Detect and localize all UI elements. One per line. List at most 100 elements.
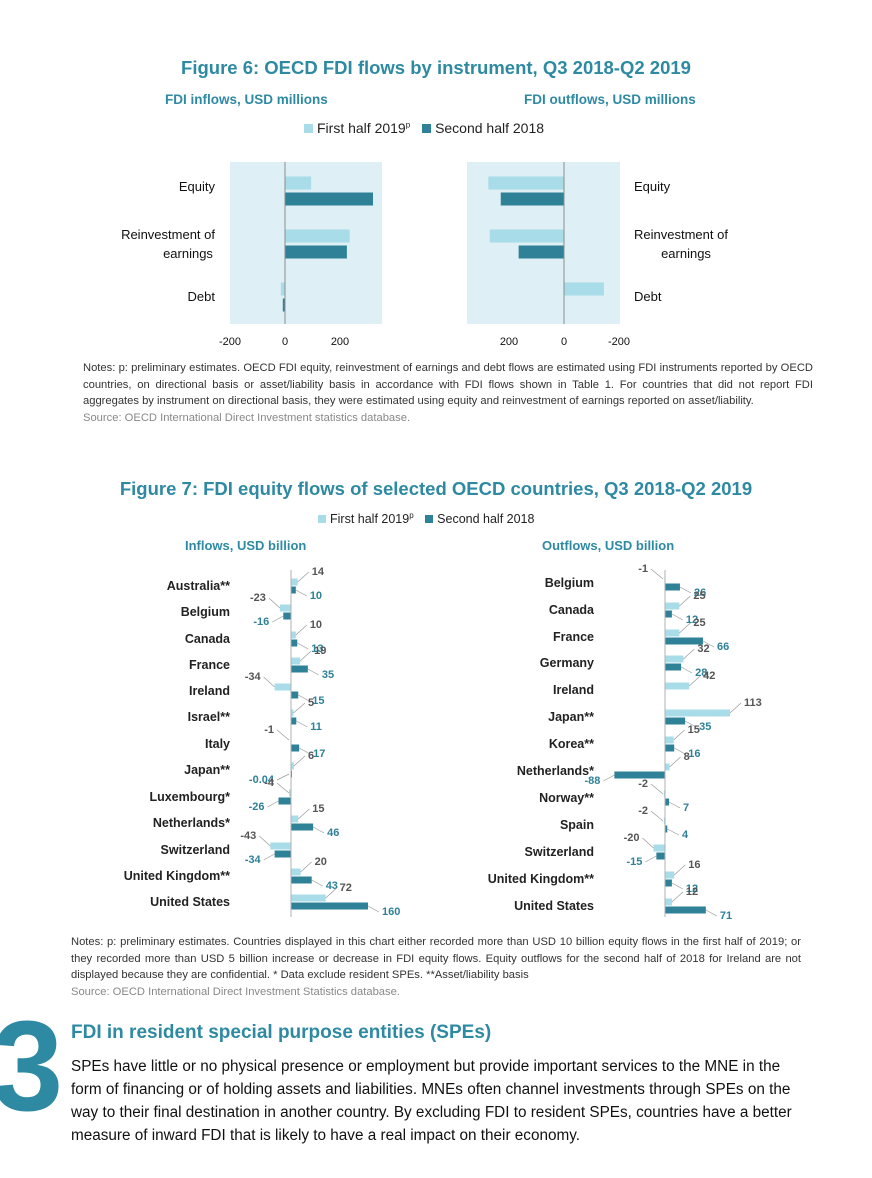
category-label-inflows-belgium: Belgium (181, 605, 230, 619)
bar-outflows-united-kingdom-first-half (665, 871, 675, 879)
bar-inflows-france-second-half (291, 665, 308, 673)
figure6-inflows-subtitle: FDI inflows, USD millions (165, 92, 328, 107)
figure7-outflows-subtitle: Outflows, USD billion (542, 538, 675, 553)
figure7-inflows-subtitle: Inflows, USD billion (185, 538, 307, 553)
data-label-outflows-france-second-half: 66 (717, 641, 729, 653)
data-label-leader-outflows (705, 909, 718, 917)
bar-inflows-equity-second-half (285, 192, 373, 206)
data-label-inflows-australia-first-half: 14 (312, 566, 325, 578)
data-label-outflows-ireland-first-half: 42 (703, 670, 715, 682)
data-label-outflows-norway-first-half: -2 (638, 778, 648, 790)
data-label-inflows-israel-second-half: 11 (310, 721, 322, 733)
legend-swatch-first-half (304, 123, 313, 133)
category-label-outflows-united-kingdom: United Kingdom** (488, 872, 594, 886)
data-label-leader-outflows (688, 675, 701, 687)
bar-outflows-switzerland-second-half (656, 852, 665, 860)
bar-outflows-equity-first-half (488, 176, 564, 190)
legend-swatch-second-half (425, 514, 434, 523)
bar-inflows-united-kingdom-second-half (291, 876, 312, 884)
category-label-outflows-ireland: Ireland (553, 683, 594, 697)
figure6-left-category-label: earnings (163, 246, 213, 261)
figure6-left-category-label: Debt (188, 289, 216, 304)
data-label-leader-outflows (667, 828, 680, 836)
category-label-outflows-germany: Germany (540, 656, 594, 670)
data-label-leader-inflows (276, 773, 290, 781)
data-label-leader-inflows (296, 720, 308, 728)
figure6-inflows-tick-label: -200 (219, 336, 241, 348)
data-label-outflows-norway-second-half: 7 (683, 802, 689, 814)
category-label-outflows-canada: Canada (549, 603, 595, 617)
bar-outflows-united-states-second-half (665, 906, 706, 914)
data-label-inflows-luxembourg-second-half: -26 (249, 801, 265, 813)
figure6-right-category-label: Debt (634, 289, 662, 304)
data-label-inflows-japan-first-half: 6 (308, 750, 314, 762)
legend-label-second-half: Second half 2018 (435, 120, 545, 136)
category-label-inflows-netherlands: Netherlands* (153, 816, 230, 830)
figure7-title: Figure 7: FDI equity flows of selected O… (119, 478, 753, 499)
bar-inflows-netherlands-first-half (291, 815, 299, 823)
data-label-inflows-france-first-half: 19 (314, 645, 326, 657)
category-label-outflows-united-states: United States (514, 899, 594, 913)
data-label-inflows-switzerland-first-half: -43 (240, 830, 256, 842)
data-label-outflows-japan-first-half: 113 (744, 697, 762, 709)
data-label-leader-inflows (311, 879, 323, 887)
data-label-leader-outflows (671, 613, 684, 621)
data-label-inflows-netherlands-second-half: 46 (327, 827, 339, 839)
legend-swatch-first-half (318, 514, 326, 523)
data-label-leader-outflows (679, 595, 691, 607)
data-label-outflows-netherlands-second-half: -88 (584, 775, 600, 787)
bar-inflows-australia-first-half (291, 578, 298, 586)
bar-outflows-germany-first-half (665, 655, 684, 663)
data-label-leader-inflows (295, 589, 307, 597)
data-label-outflows-switzerland-second-half: -15 (626, 856, 642, 868)
figure7-source: Source: OECD International Direct Invest… (71, 985, 400, 998)
data-label-inflows-canada-first-half: 10 (310, 619, 322, 631)
bar-inflows-reinvestment-of-earnings-first-half (285, 229, 350, 243)
figure7-legend: First half 2019p Second half 2018 (318, 511, 542, 526)
data-label-leader-outflows (668, 801, 681, 809)
legend-swatch-second-half (422, 123, 432, 133)
bar-outflows-canada-second-half (665, 610, 672, 618)
bar-inflows-switzerland-second-half (274, 850, 291, 858)
data-label-outflows-switzerland-first-half: -20 (624, 832, 640, 844)
data-label-leader-inflows (268, 597, 281, 609)
figure6-notes: Notes: p: preliminary estimates. OECD FD… (83, 360, 813, 426)
figure6-legend: First half 2019p Second half 2018 (304, 120, 552, 136)
bar-inflows-belgium-second-half (283, 612, 291, 620)
bar-inflows-luxembourg-second-half (278, 797, 291, 805)
figure6-outflows-tick-label: 200 (500, 336, 518, 348)
data-label-leader-inflows (367, 905, 380, 913)
bar-outflows-germany-second-half (665, 663, 682, 671)
legend-item-first-half: First half 2019p (318, 511, 414, 527)
data-label-outflows-germany-second-half: 28 (695, 667, 707, 679)
data-label-inflows-belgium-first-half: -23 (250, 592, 266, 604)
data-label-outflows-canada-first-half: 25 (693, 590, 705, 602)
bar-outflows-equity-second-half (500, 192, 564, 206)
data-label-leader-outflows (683, 648, 695, 660)
bar-outflows-reinvestment-of-earnings-second-half (518, 245, 564, 259)
figure6-left-category-label: Equity (179, 179, 216, 194)
legend-label-first-half: First half 2019 (330, 512, 410, 527)
data-label-leader-inflows (263, 853, 275, 861)
data-label-outflows-germany-first-half: 32 (697, 643, 709, 655)
bar-outflows-debt-first-half (564, 282, 604, 296)
data-label-leader-outflows (729, 702, 742, 714)
legend-label-second-half: Second half 2018 (437, 512, 535, 527)
data-label-outflows-spain-second-half: 4 (682, 829, 689, 841)
bar-outflows-switzerland-first-half (653, 844, 665, 852)
bar-outflows-canada-first-half (665, 602, 680, 610)
category-label-outflows-spain: Spain (560, 818, 594, 832)
bar-outflows-japan-first-half (665, 709, 730, 717)
data-label-outflows-france-first-half: 25 (693, 617, 705, 629)
data-label-outflows-belgium-first-half: -1 (638, 563, 648, 575)
figure6-right-category-label: earnings (661, 246, 711, 261)
data-label-leader-inflows (299, 747, 311, 755)
data-label-leader-outflows (684, 720, 697, 728)
section-number: 3 (0, 1020, 63, 1120)
bar-inflows-united-kingdom-first-half (291, 868, 301, 876)
figure6-source: Source: OECD International Direct Invest… (83, 411, 411, 424)
data-label-leader-inflows (312, 826, 325, 834)
data-label-inflows-ireland-first-half: -34 (245, 671, 262, 683)
figure7-notes-text: Notes: p: preliminary estimates. Countri… (71, 936, 801, 981)
data-label-leader-inflows (293, 755, 306, 767)
